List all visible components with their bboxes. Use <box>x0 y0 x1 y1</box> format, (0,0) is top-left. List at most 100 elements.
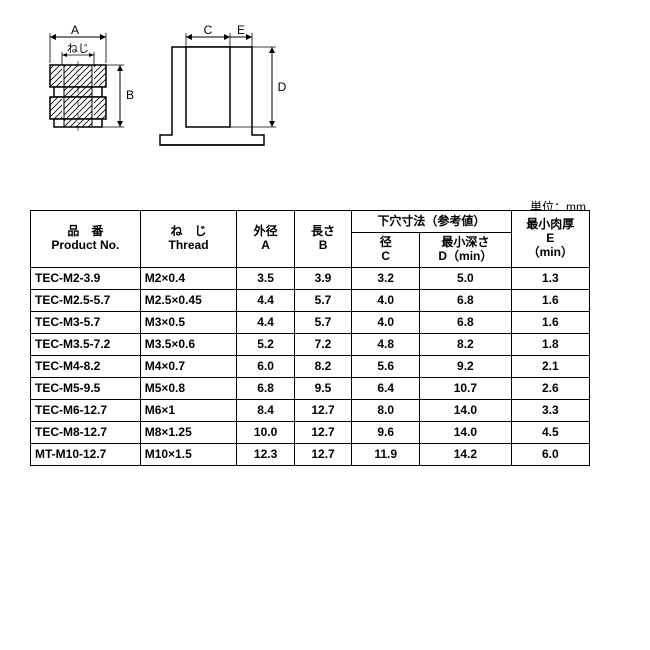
cell-b: 5.7 <box>294 289 351 311</box>
cell-pn: TEC-M6-12.7 <box>31 399 141 421</box>
cell-a: 3.5 <box>237 267 294 289</box>
cell-e: 6.0 <box>511 443 589 465</box>
col-hole-dia: 径 C <box>352 233 420 268</box>
col-length-jp: 長さ <box>311 224 335 238</box>
spec-table-wrap: 品 番 Product No. ね じ Thread 外径 A 長さ B 下穴寸… <box>30 210 590 466</box>
cell-e: 3.3 <box>511 399 589 421</box>
cell-a: 4.4 <box>237 289 294 311</box>
col-product-no-en: Product No. <box>51 238 119 252</box>
col-thread-en: Thread <box>169 238 209 252</box>
cell-th: M6×1 <box>140 399 237 421</box>
cell-a: 12.3 <box>237 443 294 465</box>
cell-c: 8.0 <box>352 399 420 421</box>
table-row: TEC-M6-12.7M6×18.412.78.014.03.3 <box>31 399 590 421</box>
table-row: TEC-M4-8.2M4×0.76.08.25.69.22.1 <box>31 355 590 377</box>
table-row: TEC-M2.5-5.7M2.5×0.454.45.74.06.81.6 <box>31 289 590 311</box>
col-outer-dia-en: A <box>261 238 270 252</box>
cell-c: 4.0 <box>352 311 420 333</box>
cell-pn: MT-M10-12.7 <box>31 443 141 465</box>
cell-a: 8.4 <box>237 399 294 421</box>
table-row: TEC-M3.5-7.2M3.5×0.65.27.24.88.21.8 <box>31 333 590 355</box>
cell-b: 9.5 <box>294 377 351 399</box>
cell-c: 5.6 <box>352 355 420 377</box>
cell-pn: TEC-M3.5-7.2 <box>31 333 141 355</box>
col-product-no-jp: 品 番 <box>67 224 103 238</box>
table-row: TEC-M3-5.7M3×0.54.45.74.06.81.6 <box>31 311 590 333</box>
cell-th: M5×0.8 <box>140 377 237 399</box>
cell-d: 14.2 <box>420 443 511 465</box>
spec-tbody: TEC-M2-3.9M2×0.43.53.93.25.01.3TEC-M2.5-… <box>31 267 590 465</box>
cell-th: M10×1.5 <box>140 443 237 465</box>
cell-pn: TEC-M2-3.9 <box>31 267 141 289</box>
col-product-no: 品 番 Product No. <box>31 211 141 268</box>
cell-e: 1.8 <box>511 333 589 355</box>
cell-c: 9.6 <box>352 421 420 443</box>
table-row: MT-M10-12.7M10×1.512.312.711.914.26.0 <box>31 443 590 465</box>
cell-c: 4.0 <box>352 289 420 311</box>
cell-d: 9.2 <box>420 355 511 377</box>
cell-b: 7.2 <box>294 333 351 355</box>
spec-table: 品 番 Product No. ね じ Thread 外径 A 長さ B 下穴寸… <box>30 210 590 466</box>
cell-a: 5.2 <box>237 333 294 355</box>
cell-th: M2×0.4 <box>140 267 237 289</box>
col-wall-suffix: （min） <box>528 245 573 259</box>
cell-a: 10.0 <box>237 421 294 443</box>
cell-b: 3.9 <box>294 267 351 289</box>
col-hole-group: 下穴寸法（参考値） <box>352 211 511 233</box>
cell-th: M3.5×0.6 <box>140 333 237 355</box>
col-thread: ね じ Thread <box>140 211 237 268</box>
cell-a: 6.8 <box>237 377 294 399</box>
col-wall: 最小肉厚 E （min） <box>511 211 589 268</box>
cell-e: 4.5 <box>511 421 589 443</box>
cell-e: 1.6 <box>511 311 589 333</box>
table-row: TEC-M2-3.9M2×0.43.53.93.25.01.3 <box>31 267 590 289</box>
cell-d: 6.8 <box>420 289 511 311</box>
cell-th: M2.5×0.45 <box>140 289 237 311</box>
cell-b: 8.2 <box>294 355 351 377</box>
label-a: A <box>71 25 79 37</box>
cell-pn: TEC-M5-9.5 <box>31 377 141 399</box>
cell-d: 5.0 <box>420 267 511 289</box>
cell-pn: TEC-M4-8.2 <box>31 355 141 377</box>
col-hole-dia-jp: 径 <box>380 235 392 249</box>
cell-d: 6.8 <box>420 311 511 333</box>
cell-pn: TEC-M8-12.7 <box>31 421 141 443</box>
hole-section-view: C E D <box>160 25 287 145</box>
cell-pn: TEC-M3-5.7 <box>31 311 141 333</box>
cell-th: M3×0.5 <box>140 311 237 333</box>
cell-e: 2.1 <box>511 355 589 377</box>
cell-b: 12.7 <box>294 421 351 443</box>
cell-c: 6.4 <box>352 377 420 399</box>
col-length: 長さ B <box>294 211 351 268</box>
label-b: B <box>126 88 134 102</box>
cell-d: 10.7 <box>420 377 511 399</box>
col-outer-dia: 外径 A <box>237 211 294 268</box>
label-d: D <box>278 80 287 94</box>
col-outer-dia-jp: 外径 <box>254 224 278 238</box>
dimension-diagrams: A ねじ <box>40 25 300 185</box>
table-row: TEC-M8-12.7M8×1.2510.012.79.614.04.5 <box>31 421 590 443</box>
cell-b: 5.7 <box>294 311 351 333</box>
cell-b: 12.7 <box>294 399 351 421</box>
cell-c: 11.9 <box>352 443 420 465</box>
cell-a: 4.4 <box>237 311 294 333</box>
table-row: TEC-M5-9.5M5×0.86.89.56.410.72.6 <box>31 377 590 399</box>
col-hole-dia-en: C <box>381 249 390 263</box>
col-hole-depth: 最小深さ D（min） <box>420 233 511 268</box>
cell-th: M4×0.7 <box>140 355 237 377</box>
col-hole-depth-jp: 最小深さ <box>441 235 489 249</box>
cell-b: 12.7 <box>294 443 351 465</box>
col-thread-jp: ね じ <box>171 224 207 238</box>
cell-d: 8.2 <box>420 333 511 355</box>
cell-e: 1.6 <box>511 289 589 311</box>
cell-th: M8×1.25 <box>140 421 237 443</box>
cell-c: 3.2 <box>352 267 420 289</box>
label-e: E <box>237 25 245 37</box>
cell-c: 4.8 <box>352 333 420 355</box>
col-wall-en: E <box>546 231 554 245</box>
cell-e: 1.3 <box>511 267 589 289</box>
cell-d: 14.0 <box>420 399 511 421</box>
label-thread: ねじ <box>67 42 89 55</box>
label-c: C <box>204 25 213 37</box>
cell-pn: TEC-M2.5-5.7 <box>31 289 141 311</box>
